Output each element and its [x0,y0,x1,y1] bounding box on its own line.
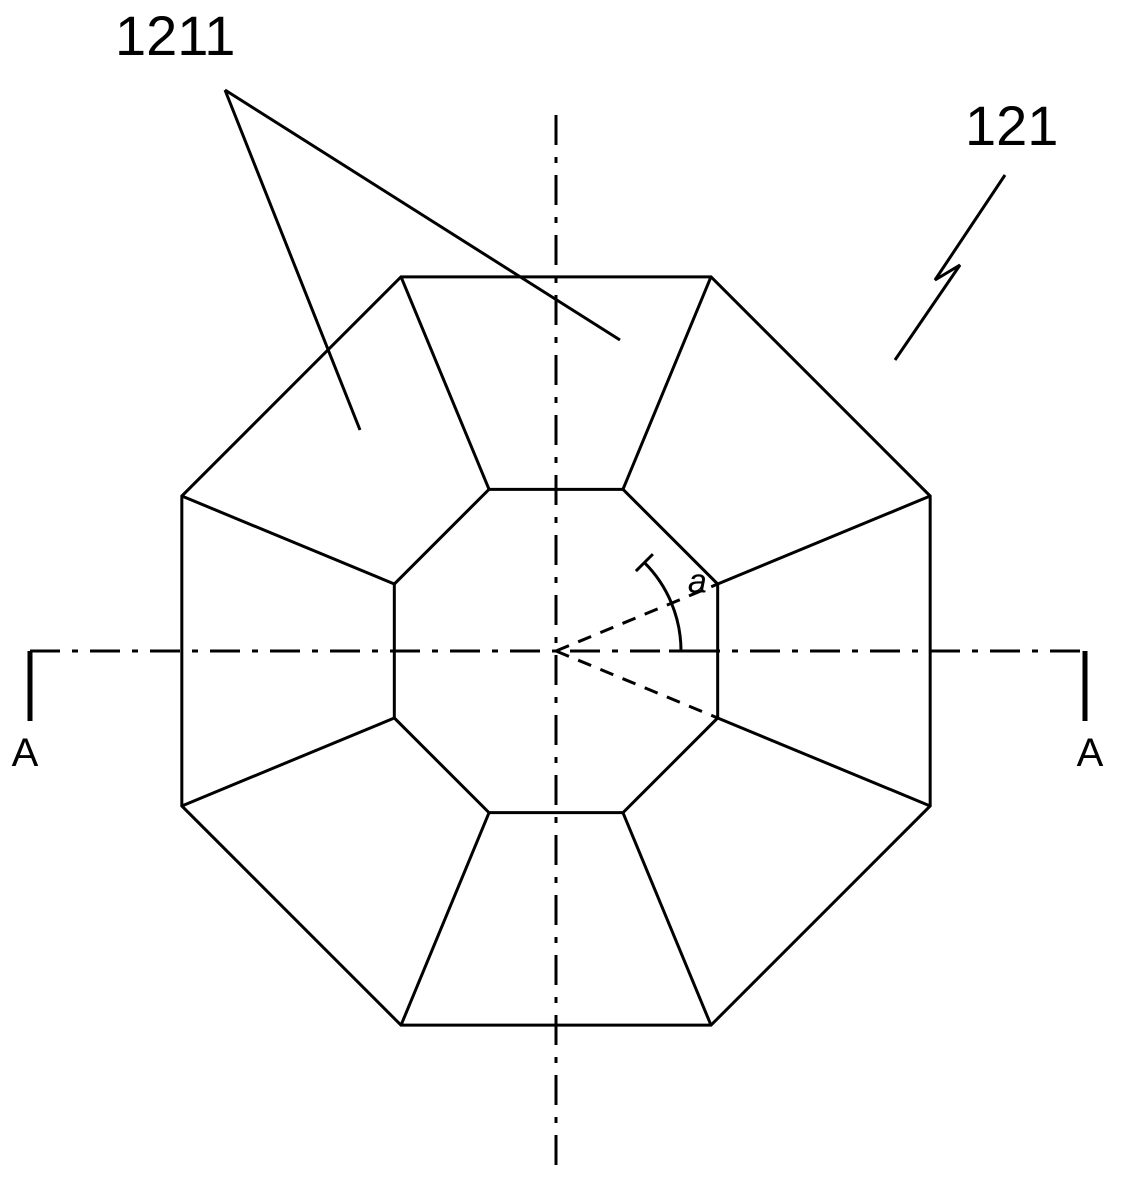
callout-121-label: 121 [965,94,1058,157]
section-label-right: A [1077,731,1104,775]
background [0,0,1145,1177]
angle-label: a [688,562,707,600]
callout-1211-label: 1211 [115,4,235,67]
section-label-left: A [12,731,39,775]
